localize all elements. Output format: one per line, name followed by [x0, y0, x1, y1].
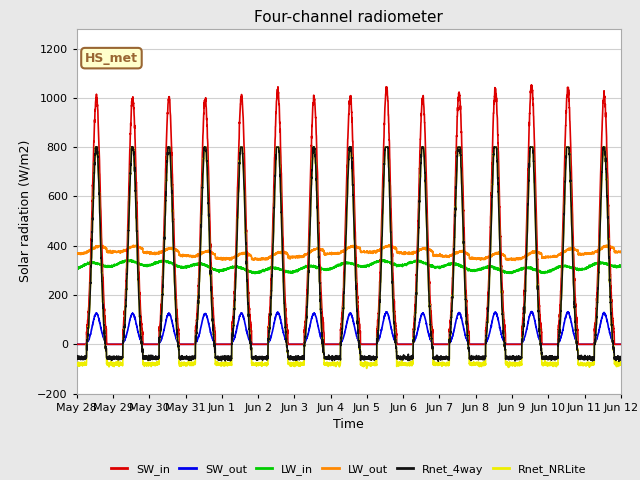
- SW_out: [171, 330, 179, 336]
- LW_in: [617, 264, 625, 269]
- LW_in: [329, 265, 337, 271]
- Rnet_NRLite: [617, 362, 625, 368]
- Rnet_NRLite: [171, 283, 179, 288]
- SW_in: [527, 82, 535, 88]
- SW_out: [502, 340, 509, 346]
- SW_out: [471, 341, 479, 347]
- Rnet_4way: [92, 144, 100, 150]
- Legend: SW_in, SW_out, LW_in, LW_out, Rnet_4way, Rnet_NRLite: SW_in, SW_out, LW_in, LW_out, Rnet_4way,…: [106, 459, 591, 479]
- Text: HS_met: HS_met: [85, 52, 138, 65]
- Rnet_NRLite: [363, 366, 371, 372]
- LW_out: [441, 254, 449, 260]
- Line: SW_in: SW_in: [77, 85, 621, 344]
- SW_in: [471, 341, 479, 347]
- Line: Rnet_NRLite: Rnet_NRLite: [77, 147, 621, 369]
- SW_out: [528, 309, 536, 314]
- SW_in: [171, 252, 179, 257]
- LW_in: [250, 271, 258, 276]
- Rnet_4way: [171, 282, 179, 288]
- LW_out: [134, 242, 141, 248]
- LW_in: [413, 257, 420, 263]
- SW_out: [616, 341, 624, 347]
- Rnet_NRLite: [471, 362, 479, 368]
- SW_in: [440, 341, 448, 347]
- LW_out: [471, 256, 479, 262]
- Title: Four-channel radiometer: Four-channel radiometer: [254, 10, 444, 25]
- LW_in: [502, 269, 509, 275]
- Y-axis label: Solar radiation (W/m2): Solar radiation (W/m2): [19, 140, 32, 282]
- Rnet_4way: [616, 355, 624, 361]
- Rnet_4way: [471, 355, 479, 360]
- SW_out: [440, 341, 448, 347]
- Rnet_NRLite: [73, 362, 81, 368]
- SW_out: [328, 341, 336, 347]
- Rnet_NRLite: [329, 360, 337, 366]
- SW_in: [73, 341, 81, 347]
- LW_out: [502, 256, 509, 262]
- Rnet_NRLite: [441, 360, 449, 366]
- Line: LW_out: LW_out: [77, 245, 621, 261]
- SW_in: [328, 341, 336, 347]
- Rnet_NRLite: [92, 144, 99, 150]
- SW_in: [616, 341, 624, 347]
- Line: Rnet_4way: Rnet_4way: [77, 147, 621, 361]
- LW_out: [73, 251, 81, 256]
- Line: LW_in: LW_in: [77, 260, 621, 274]
- X-axis label: Time: Time: [333, 418, 364, 431]
- LW_out: [617, 249, 625, 255]
- Rnet_4way: [441, 355, 449, 361]
- LW_out: [616, 250, 624, 255]
- SW_in: [502, 331, 509, 337]
- SW_out: [73, 341, 81, 347]
- Rnet_4way: [329, 355, 337, 361]
- SW_out: [617, 341, 625, 347]
- Rnet_4way: [617, 354, 625, 360]
- LW_out: [511, 258, 519, 264]
- Line: SW_out: SW_out: [77, 312, 621, 344]
- LW_in: [471, 267, 479, 273]
- LW_out: [329, 250, 337, 256]
- LW_in: [441, 264, 449, 269]
- LW_in: [171, 261, 179, 267]
- Rnet_4way: [615, 359, 623, 364]
- Rnet_NRLite: [502, 361, 509, 367]
- Rnet_NRLite: [616, 361, 624, 367]
- LW_out: [171, 246, 179, 252]
- LW_in: [616, 264, 624, 269]
- Rnet_4way: [73, 355, 81, 360]
- Rnet_4way: [502, 355, 509, 361]
- SW_in: [617, 341, 625, 347]
- LW_in: [73, 265, 81, 271]
